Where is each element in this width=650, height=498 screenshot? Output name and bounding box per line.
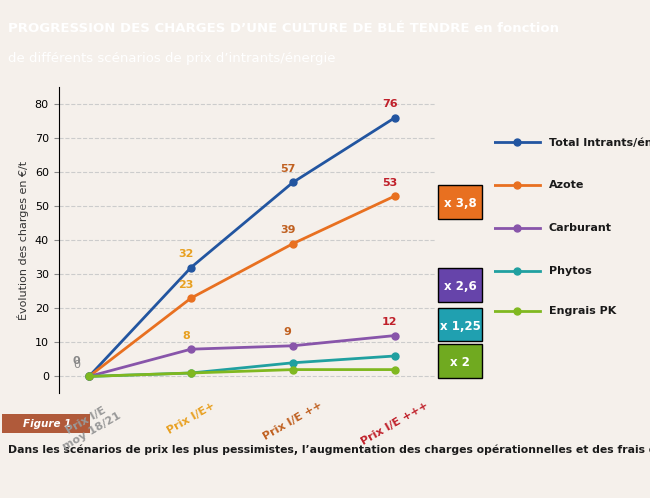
Text: Dans les scénarios de prix les plus pessimistes, l’augmentation des charges opér: Dans les scénarios de prix les plus pess… bbox=[8, 444, 650, 455]
Text: de différents scénarios de prix d’intrants/énergie: de différents scénarios de prix d’intran… bbox=[8, 52, 336, 65]
Text: 8: 8 bbox=[182, 331, 190, 341]
Text: 0: 0 bbox=[73, 360, 81, 370]
Text: x 3,8: x 3,8 bbox=[444, 197, 476, 210]
Text: x 2,6: x 2,6 bbox=[444, 280, 476, 293]
FancyBboxPatch shape bbox=[438, 345, 482, 378]
Text: 9: 9 bbox=[284, 327, 292, 337]
Text: Engrais PK: Engrais PK bbox=[549, 306, 616, 316]
FancyBboxPatch shape bbox=[438, 185, 482, 219]
Text: 32: 32 bbox=[178, 249, 194, 259]
FancyBboxPatch shape bbox=[2, 414, 90, 433]
Text: x 1,25: x 1,25 bbox=[439, 320, 480, 333]
Text: 39: 39 bbox=[280, 225, 296, 235]
Text: Figure 1: Figure 1 bbox=[23, 419, 72, 429]
Y-axis label: Évolution des charges en €/t: Évolution des charges en €/t bbox=[17, 161, 29, 320]
Text: 53: 53 bbox=[382, 178, 397, 188]
Text: 12: 12 bbox=[382, 317, 397, 327]
Text: Prix I/E
moy 18/21: Prix I/E moy 18/21 bbox=[55, 400, 123, 452]
Text: Prix I/E +++: Prix I/E +++ bbox=[359, 400, 430, 447]
Text: 57: 57 bbox=[280, 164, 296, 174]
Text: x 2: x 2 bbox=[450, 356, 470, 370]
Text: Prix I/E ++: Prix I/E ++ bbox=[261, 400, 324, 442]
Text: Phytos: Phytos bbox=[549, 266, 592, 276]
Text: 76: 76 bbox=[382, 99, 397, 109]
Text: PROGRESSION DES CHARGES D’UNE CULTURE DE BLÉ TENDRE en fonction: PROGRESSION DES CHARGES D’UNE CULTURE DE… bbox=[8, 21, 560, 35]
Text: Azote: Azote bbox=[549, 180, 584, 190]
FancyBboxPatch shape bbox=[438, 268, 482, 302]
Text: Carburant: Carburant bbox=[549, 223, 612, 233]
Text: 0: 0 bbox=[72, 356, 80, 366]
Text: 23: 23 bbox=[178, 280, 194, 290]
Text: Total Intrants/énergie: Total Intrants/énergie bbox=[549, 137, 650, 147]
FancyBboxPatch shape bbox=[438, 308, 482, 341]
Text: Prix I/E+: Prix I/E+ bbox=[165, 400, 216, 436]
